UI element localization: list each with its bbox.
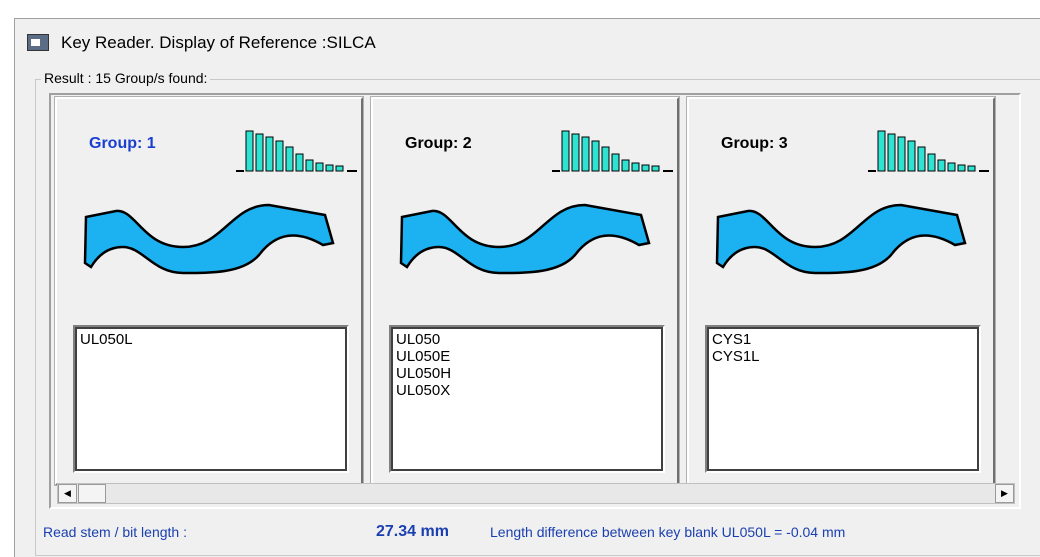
icon-bar <box>601 146 610 172</box>
key-list-item[interactable]: CYS1L <box>712 348 760 365</box>
key-profile <box>83 203 335 275</box>
icon-bar <box>295 153 304 172</box>
group-panel: Group: 2 UL050 UL050E UL050H UL050X <box>370 96 680 486</box>
result-label: Result : 15 Group/s found: <box>41 70 211 86</box>
icon-bar <box>315 162 324 172</box>
icon-bar <box>947 162 956 172</box>
group-label: Group: 3 <box>721 135 788 152</box>
scroll-left[interactable]: ◀ <box>58 484 77 503</box>
icon-bar <box>877 130 886 172</box>
icon-bar <box>897 136 906 172</box>
icon-bar <box>641 164 650 172</box>
stem-value: 27.34 mm <box>376 523 449 540</box>
group-panel: Group: 1 UL050L <box>54 96 364 486</box>
icon-bar <box>275 140 284 172</box>
window-icon <box>27 34 49 51</box>
icon-bar <box>887 133 896 172</box>
group-panel: Group: 3 CYS1 CYS1L <box>686 96 996 486</box>
icon-bar <box>571 133 580 172</box>
key-shape <box>715 203 967 275</box>
cut-profile-icon <box>868 130 989 172</box>
icon-bar <box>651 165 660 172</box>
key-shape <box>83 203 335 275</box>
key-list-item[interactable]: CYS1 <box>712 331 752 348</box>
key-list[interactable]: UL050L <box>73 325 349 473</box>
icon-bar <box>285 146 294 172</box>
icon-bar <box>591 140 600 172</box>
cut-profile-icon <box>552 130 673 172</box>
key-list[interactable]: CYS1 CYS1L <box>705 325 981 473</box>
key-list[interactable]: UL050 UL050E UL050H UL050X <box>389 325 665 473</box>
icon-bar <box>621 159 630 172</box>
key-list-item[interactable]: UL050L <box>80 331 133 348</box>
key-profile <box>399 203 651 275</box>
window-title: Key Reader. Display of Reference :SILCA <box>61 33 376 52</box>
icon-bar <box>581 136 590 172</box>
stem-label: Read stem / bit length : <box>43 524 187 540</box>
key-list-item[interactable]: UL050E <box>396 348 451 365</box>
key-list-item[interactable]: UL050 <box>396 331 441 348</box>
icon-bar <box>927 153 936 172</box>
icon-bar <box>335 165 344 172</box>
groups-strip: Group: 1 UL050L Group: 2 UL050 UL050E UL050H U… <box>49 93 1021 509</box>
icon-bar <box>917 146 926 172</box>
icon-bar <box>561 130 570 172</box>
key-list-item[interactable]: UL050X <box>396 382 451 399</box>
key-list-item[interactable]: UL050H <box>396 365 452 382</box>
key-profile <box>715 203 967 275</box>
icon-bar <box>907 140 916 172</box>
icon-bar <box>611 153 620 172</box>
scroll-right[interactable]: ▶ <box>995 484 1014 503</box>
group-label: Group: 2 <box>405 135 472 152</box>
icon-bar <box>967 165 976 172</box>
group-label: Group: 1 <box>89 135 156 152</box>
icon-bar <box>305 159 314 172</box>
scroll-thumb[interactable] <box>78 484 106 503</box>
icon-bar <box>325 164 334 172</box>
icon-bar <box>631 162 640 172</box>
length-difference: Length difference between key blank UL05… <box>490 524 846 540</box>
icon-bar <box>255 133 264 172</box>
icon-bar <box>265 136 274 172</box>
icon-bar <box>957 164 966 172</box>
cut-profile-icon <box>236 130 357 172</box>
key-shape <box>399 203 651 275</box>
horizontal-scrollbar[interactable]: ◀ ▶ <box>57 483 1015 504</box>
window: Key Reader. Display of Reference :SILCA … <box>14 18 1040 557</box>
icon-bar <box>245 130 254 172</box>
icon-bar <box>937 159 946 172</box>
